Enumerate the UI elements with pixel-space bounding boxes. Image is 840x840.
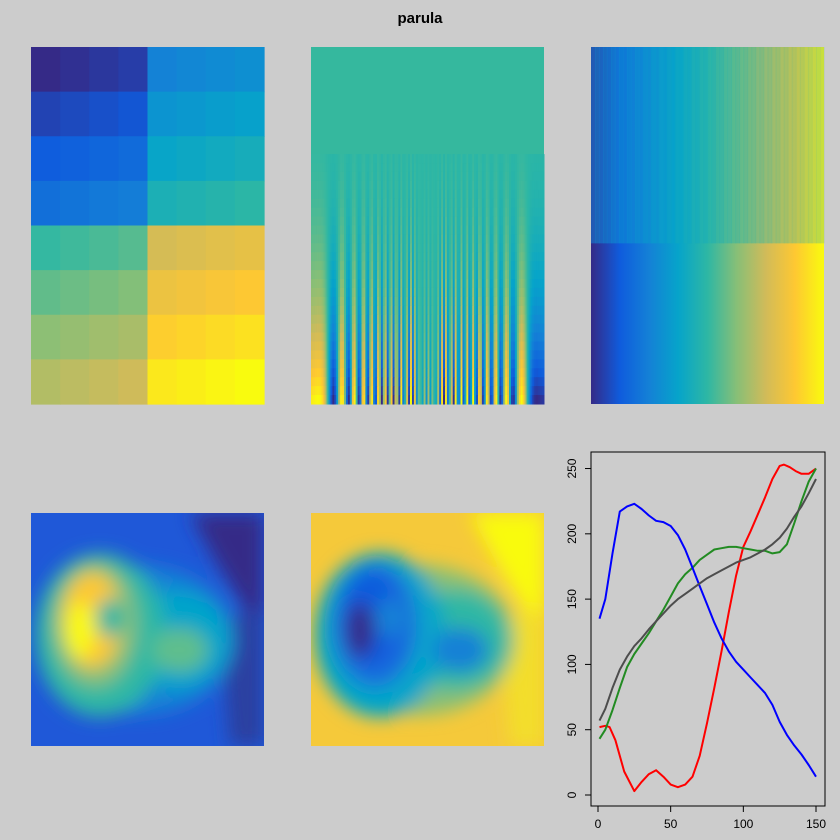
block-cell [147, 314, 178, 360]
block-cell [60, 314, 90, 360]
block-cell [205, 180, 236, 227]
x-tick-label: 50 [664, 817, 678, 831]
block-cell [147, 270, 178, 316]
block-cell [234, 359, 265, 405]
block-cell [89, 91, 119, 137]
block-cell [176, 270, 207, 316]
block-cell [205, 270, 236, 316]
block-cell [118, 47, 149, 93]
block-cell [205, 359, 236, 405]
volcano-reversed-image [311, 513, 544, 746]
block-cell [205, 91, 236, 137]
block-cell [89, 136, 119, 182]
series-line-red [599, 463, 817, 793]
block-cell [234, 91, 265, 137]
plot-frame [590, 451, 826, 807]
frequency-image [311, 47, 545, 405]
series-line-blue [598, 502, 817, 778]
block-cell [147, 359, 178, 405]
y-tick-label: 100 [565, 654, 579, 674]
block-cell [31, 180, 61, 227]
block-cell [118, 180, 149, 227]
block-cell [118, 136, 149, 182]
block-cell [118, 270, 149, 316]
block-image [31, 47, 265, 405]
block-cell [118, 225, 149, 271]
block-cell [89, 314, 119, 360]
block-cell [234, 270, 265, 316]
block-cell [31, 359, 61, 405]
block-cell [205, 225, 236, 271]
block-cell [60, 225, 90, 271]
block-cell [31, 91, 61, 137]
y-tick-label: 200 [565, 523, 579, 543]
block-cell [118, 359, 149, 405]
block-cell [89, 359, 119, 405]
volcano-image [31, 513, 264, 746]
block-cell [60, 359, 90, 405]
block-cell [176, 136, 207, 182]
block-cell [89, 180, 119, 227]
plot-series [598, 463, 817, 793]
block-cell [234, 136, 265, 182]
block-cell [147, 136, 178, 182]
x-tick-label: 0 [595, 817, 602, 831]
block-cell [31, 136, 61, 182]
block-cell [234, 314, 265, 360]
block-cell [60, 91, 90, 137]
block-cell [147, 47, 178, 93]
block-cell [205, 314, 236, 360]
line-plot: 0 50 100 150 0 50 100 150 200 250 [565, 451, 826, 831]
block-cell [176, 91, 207, 137]
block-cell [31, 270, 61, 316]
x-tick-label: 150 [806, 817, 826, 831]
block-cell [176, 359, 207, 405]
block-cell [89, 270, 119, 316]
block-cell [60, 270, 90, 316]
series-line-gray [598, 478, 817, 722]
block-cell [60, 180, 90, 227]
block-cell [234, 225, 265, 271]
block-cell [118, 91, 149, 137]
block-cell [234, 47, 265, 93]
plot-axes: 0 50 100 150 0 50 100 150 200 250 [565, 458, 826, 831]
block-cell [147, 180, 178, 227]
block-cell [147, 91, 178, 137]
series-line-green [598, 468, 817, 740]
y-tick-label: 250 [565, 458, 579, 478]
block-cell [31, 47, 61, 93]
block-cell [205, 47, 236, 93]
block-cell [60, 136, 90, 182]
block-cell [205, 136, 236, 182]
figure-title: parula [397, 10, 443, 27]
block-cell [176, 314, 207, 360]
y-tick-label: 50 [565, 723, 579, 737]
block-cell [147, 225, 178, 271]
block-cell [176, 180, 207, 227]
gradient-image [591, 47, 825, 404]
block-cell [89, 225, 119, 271]
y-tick-label: 0 [565, 791, 579, 798]
block-cell [60, 47, 90, 93]
block-cell [31, 225, 61, 271]
block-cell [176, 225, 207, 271]
block-cell [89, 47, 119, 93]
block-cell [118, 314, 149, 360]
block-cell [176, 47, 207, 93]
x-tick-label: 100 [733, 817, 753, 831]
y-tick-label: 150 [565, 589, 579, 609]
block-cell [31, 314, 61, 360]
block-cell [234, 180, 265, 227]
